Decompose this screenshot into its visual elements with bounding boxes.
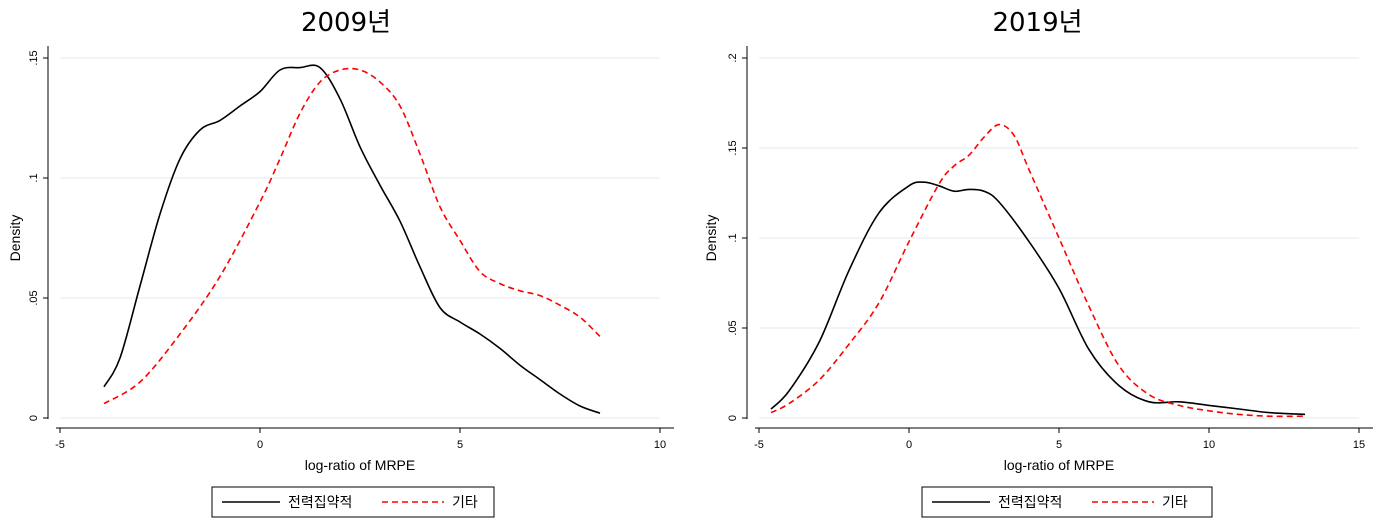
legend-label: 전력집약적 bbox=[998, 495, 1062, 511]
density-plot-2019: 0 .05 .1 .15 .2 -5 0 5 10 15 log-ratio of MRPE Dens… bbox=[703, 46, 1373, 518]
y-axis-label: Density bbox=[703, 215, 719, 262]
y-tick-label: 0 bbox=[28, 415, 40, 421]
x-tick-label: -5 bbox=[55, 439, 65, 451]
chart-title: 2009년 bbox=[300, 8, 392, 38]
legend-label: 기타 bbox=[1162, 495, 1188, 511]
y-tick-label: .1 bbox=[727, 233, 739, 242]
y-tick-label: 0 bbox=[727, 415, 739, 421]
x-tick-label: 10 bbox=[654, 439, 666, 451]
y-tick-label: .15 bbox=[28, 50, 40, 65]
y-tick-label: .2 bbox=[727, 53, 739, 62]
series-line-other bbox=[103, 67, 601, 405]
x-tick-label: 10 bbox=[1203, 439, 1215, 451]
chart-title: 2019년 bbox=[992, 8, 1083, 38]
legend-label: 전력집약적 bbox=[288, 495, 352, 511]
y-tick-label: .15 bbox=[727, 140, 739, 155]
y-tick-label: .05 bbox=[28, 290, 40, 305]
x-tick-label: -5 bbox=[754, 439, 764, 451]
legend: 전력집약적 기타 bbox=[921, 486, 1213, 518]
x-axis-label: log-ratio of MRPE bbox=[305, 457, 415, 473]
density-plot-2009: 0 .05 .1 .15 -5 0 5 10 log-ratio of MRPE Density 전… bbox=[7, 46, 674, 518]
series-line-other bbox=[770, 123, 1306, 418]
y-tick-label: .05 bbox=[727, 320, 739, 335]
y-tick-label: .1 bbox=[28, 173, 40, 182]
chart-panel-2019: 2019년 0 .05 .1 .15 .2 -5 0 5 10 15 log-ratio of MR… bbox=[692, 0, 1383, 522]
y-axis-label: Density bbox=[7, 215, 23, 262]
chart-panel-2009: 2009년 0 .05 .1 .15 -5 0 5 10 log-ratio of MRPE De… bbox=[7, 8, 674, 518]
x-tick-label: 15 bbox=[1353, 439, 1365, 451]
x-tick-label: 5 bbox=[457, 439, 463, 451]
x-tick-label: 5 bbox=[1056, 439, 1062, 451]
legend: 전력집약적 기타 bbox=[211, 486, 495, 518]
legend-label: 기타 bbox=[452, 495, 478, 511]
x-tick-label: 0 bbox=[257, 439, 263, 451]
series-line-power-intensive bbox=[103, 64, 601, 414]
x-axis-label: log-ratio of MRPE bbox=[1004, 457, 1114, 473]
x-tick-label: 0 bbox=[906, 439, 912, 451]
series-line-power-intensive bbox=[770, 181, 1306, 416]
